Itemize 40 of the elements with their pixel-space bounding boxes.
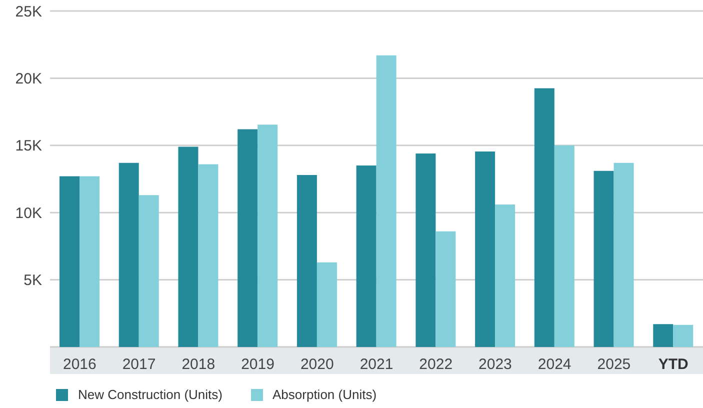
x-tick-label: 2019: [241, 356, 274, 373]
bar: [356, 166, 376, 347]
x-tick-label: YTD: [658, 356, 688, 373]
bar: [118, 162, 139, 347]
y-tick-label: 20K: [15, 70, 42, 88]
bar: [673, 324, 694, 347]
x-tick-label: 2022: [419, 356, 453, 373]
legend-label: Absorption (Units): [272, 387, 377, 402]
bar: [80, 176, 100, 347]
bar: [60, 176, 80, 347]
bar: [258, 124, 278, 347]
x-tick-label: 2024: [538, 356, 572, 373]
x-tick-label: 2025: [597, 356, 631, 373]
bar: [178, 146, 198, 347]
bar: [436, 231, 456, 347]
y-tick-label: 5K: [24, 272, 42, 290]
x-tick-label: 2021: [360, 356, 394, 373]
x-tick-label: 2018: [182, 356, 216, 373]
x-tick-label: 2016: [62, 356, 96, 373]
x-tick-label: 2023: [478, 356, 512, 373]
y-tick-label: 15K: [15, 138, 42, 155]
y-tick-label: 25K: [15, 3, 42, 20]
bar: [416, 153, 436, 347]
x-tick-label: 2020: [300, 356, 334, 373]
bar: [238, 129, 258, 347]
bar: [554, 145, 574, 347]
bar: [614, 162, 634, 347]
bar: [594, 170, 614, 347]
bar: [495, 204, 516, 347]
x-tick-label: 2017: [122, 356, 156, 373]
bar: [475, 151, 496, 347]
bar: [316, 262, 337, 347]
y-tick-label: 10K: [15, 204, 42, 222]
bar: [376, 55, 396, 347]
bar: [138, 195, 159, 347]
bar: [534, 88, 554, 347]
bar: [653, 324, 674, 347]
legend-label: New Construction (Units): [78, 387, 222, 402]
bar: [296, 174, 317, 347]
bar: [198, 164, 218, 347]
